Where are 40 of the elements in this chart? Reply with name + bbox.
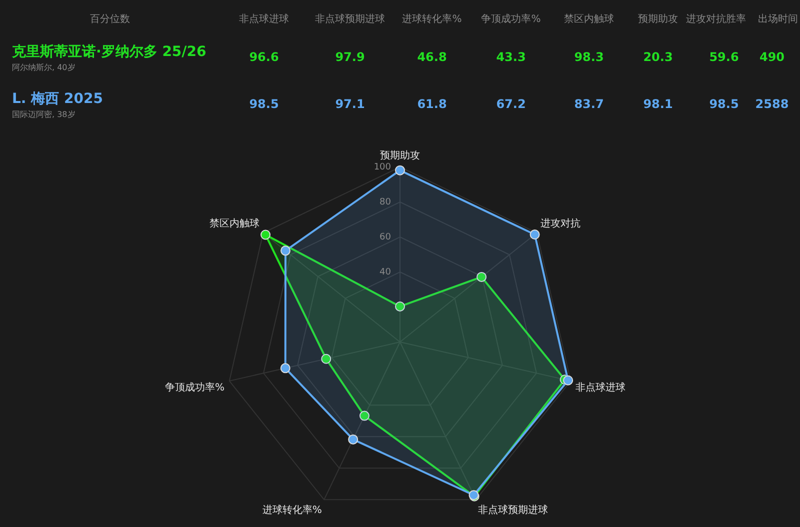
text: 非点球预期进球 — [315, 12, 385, 26]
text: 67.2 — [496, 97, 526, 111]
spoke-label: 非点球进球 — [575, 382, 626, 394]
text: 非点球进球 — [239, 12, 289, 26]
text: 预期助攻 — [638, 12, 678, 26]
text: 97.1 — [335, 97, 365, 111]
text: 国际迈阿密, 38岁 — [12, 109, 76, 120]
text: 96.6 — [249, 50, 279, 64]
y-tick-label: 60 — [380, 232, 392, 242]
text: 98.5 — [709, 97, 739, 111]
spoke-label: 争顶成功率% — [164, 382, 225, 394]
text: 禁区内触球 — [564, 12, 614, 26]
text: 争顶成功率% — [481, 12, 541, 26]
text: 46.8 — [417, 50, 447, 64]
spoke-label: 进攻对抗 — [540, 217, 581, 230]
y-tick-label: 100 — [374, 162, 392, 172]
text: 百分位数 — [90, 13, 130, 26]
text: 出场时间 — [758, 12, 798, 26]
text: 83.7 — [574, 97, 604, 111]
text: 98.3 — [574, 50, 604, 64]
text: 98.5 — [249, 97, 279, 111]
y-tick-label: 80 — [380, 197, 392, 208]
text: 克里斯蒂亚诺·罗纳尔多 25/26 — [12, 43, 206, 61]
text: 59.6 — [709, 50, 739, 64]
text: L. 梅西 2025 — [12, 90, 103, 108]
text: 97.9 — [335, 50, 365, 64]
text: 进球转化率% — [402, 12, 462, 26]
text: 98.1 — [643, 97, 673, 111]
text: 61.8 — [417, 97, 447, 111]
text: 20.3 — [643, 50, 673, 64]
text: 进攻对抗胜率 — [686, 12, 746, 26]
spoke-label: 进球转化率% — [262, 504, 322, 516]
spoke-label: 非点球预期进球 — [478, 504, 548, 516]
text: 490 — [759, 50, 785, 64]
spoke-label: 禁区内触球 — [209, 217, 260, 230]
text: 2588 — [755, 97, 789, 111]
text: 43.3 — [496, 50, 526, 64]
y-tick-label: 40 — [380, 267, 392, 278]
text: 阿尔纳斯尔, 40岁 — [12, 62, 76, 73]
spoke-label: 预期助攻 — [380, 150, 420, 162]
